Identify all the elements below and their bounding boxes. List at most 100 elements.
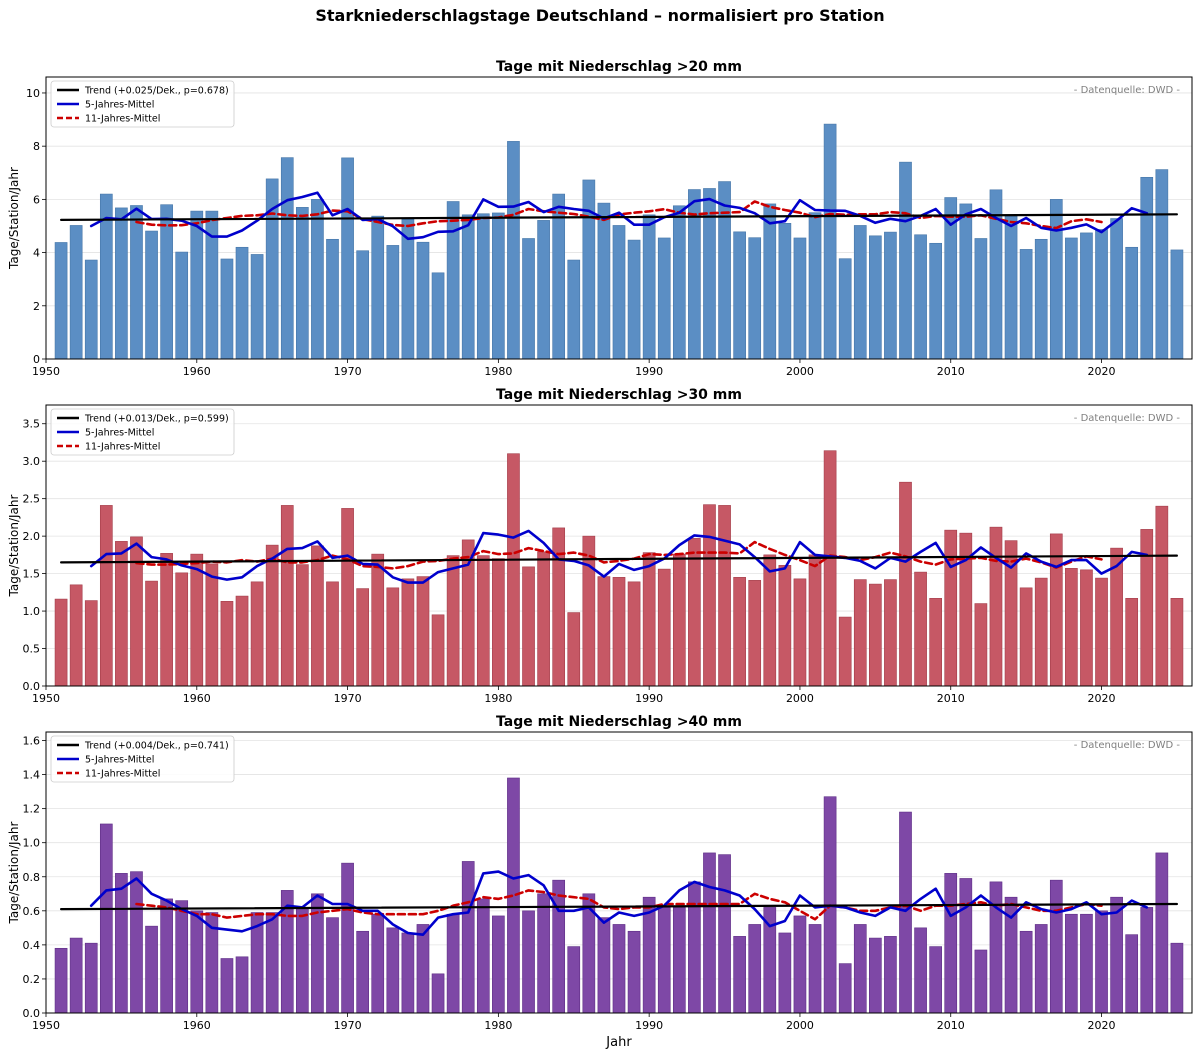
bar-1996 bbox=[733, 936, 746, 1014]
bar-1968 bbox=[311, 545, 324, 687]
bar-1977 bbox=[446, 201, 460, 360]
x-tick-label: 1970 bbox=[334, 1019, 362, 1032]
bar-1980 bbox=[492, 915, 505, 1014]
x-tick-label: 1990 bbox=[635, 1019, 663, 1032]
bar-1980 bbox=[492, 212, 505, 360]
bar-1953 bbox=[84, 600, 98, 687]
x-tick-label: 2020 bbox=[1088, 1019, 1116, 1032]
trend-line bbox=[59, 902, 1179, 911]
bar-1988 bbox=[612, 225, 626, 360]
bar-1978 bbox=[461, 861, 475, 1014]
bar-1955 bbox=[115, 207, 128, 360]
bar-2017 bbox=[1049, 879, 1063, 1014]
bar-1952 bbox=[69, 225, 83, 360]
bar-1995 bbox=[718, 505, 731, 687]
bar-2001 bbox=[808, 212, 822, 360]
panel-title: Tage mit Niederschlag >40 mm bbox=[496, 714, 742, 730]
x-tick-label: 1980 bbox=[484, 692, 512, 705]
bar-1997 bbox=[748, 237, 762, 360]
bar-1993 bbox=[688, 881, 701, 1014]
bar-1956 bbox=[130, 536, 143, 687]
bar-1987 bbox=[597, 202, 611, 360]
bar-1970 bbox=[341, 862, 354, 1014]
bar-1990 bbox=[642, 552, 656, 687]
bar-1992 bbox=[672, 205, 686, 360]
x-tick-label: 1980 bbox=[484, 1019, 512, 1032]
bar-1960 bbox=[190, 553, 204, 687]
bar-2015 bbox=[1019, 249, 1033, 360]
bar-2002 bbox=[823, 450, 837, 687]
bar-1998 bbox=[763, 203, 777, 360]
ma11-line bbox=[135, 540, 1103, 570]
bar-1996 bbox=[733, 231, 746, 360]
x-tick-label: 1950 bbox=[32, 365, 60, 378]
bar-2010 bbox=[944, 873, 958, 1014]
bar-1966 bbox=[280, 505, 294, 687]
bar-2004 bbox=[853, 579, 867, 687]
bar-1961 bbox=[205, 563, 219, 687]
bar-1974 bbox=[401, 219, 415, 360]
bar-1976 bbox=[431, 973, 445, 1014]
bar-1958 bbox=[160, 204, 173, 360]
bar-1959 bbox=[175, 900, 189, 1014]
y-axis-label: Tage/Station/Jahr bbox=[7, 167, 21, 270]
bar-2005 bbox=[869, 583, 882, 687]
bar-2012 bbox=[974, 949, 988, 1014]
bar-1959 bbox=[175, 251, 189, 360]
bar-2022 bbox=[1125, 934, 1139, 1014]
trend-line bbox=[59, 554, 1179, 564]
bar-2013 bbox=[989, 526, 1003, 687]
bar-1969 bbox=[326, 917, 339, 1014]
y-tick-label: 2.5 bbox=[23, 493, 41, 506]
ma5-line bbox=[89, 870, 1149, 937]
bar-1989 bbox=[627, 930, 641, 1014]
bar-1972 bbox=[371, 215, 385, 360]
legend-label: 5-Jahres-Mittel bbox=[85, 755, 154, 766]
bar-2015 bbox=[1019, 930, 1033, 1014]
bar-2000 bbox=[793, 237, 807, 360]
y-tick-label: 8 bbox=[33, 140, 40, 153]
legend-label: 5-Jahres-Mittel bbox=[85, 428, 154, 439]
bar-1992 bbox=[672, 553, 686, 687]
bar-2009 bbox=[929, 598, 942, 687]
bar-2018 bbox=[1065, 568, 1078, 687]
bar-1983 bbox=[537, 220, 550, 360]
bar-1965 bbox=[265, 912, 279, 1014]
bar-2024 bbox=[1155, 852, 1169, 1014]
bar-1971 bbox=[356, 930, 369, 1014]
bar-2008 bbox=[914, 571, 927, 687]
bar-1967 bbox=[296, 207, 309, 360]
bar-2007 bbox=[899, 811, 912, 1014]
bar-1951 bbox=[54, 947, 68, 1014]
bar-2006 bbox=[884, 231, 897, 360]
bar-1981 bbox=[507, 141, 520, 360]
bar-1977 bbox=[446, 555, 460, 687]
bar-1969 bbox=[326, 581, 339, 687]
bar-1984 bbox=[552, 527, 566, 687]
legend-label: Trend (+0.004/Dek., p=0.741) bbox=[84, 741, 229, 752]
source-note: - Datenquelle: DWD - bbox=[1074, 85, 1181, 96]
bar-1976 bbox=[431, 614, 445, 687]
y-tick-label: 0.0 bbox=[23, 1007, 41, 1020]
bar-1972 bbox=[371, 913, 385, 1014]
y-tick-label: 6 bbox=[33, 193, 40, 206]
bar-1953 bbox=[84, 259, 98, 360]
bar-2010 bbox=[944, 529, 958, 687]
bar-2007 bbox=[899, 481, 912, 687]
bar-1960 bbox=[190, 910, 204, 1014]
bar-1964 bbox=[250, 254, 264, 360]
bar-1975 bbox=[416, 241, 430, 360]
chart-panel-2: Tage mit Niederschlag >30 mm 0.0 0.5 1.0 1.5… bbox=[7, 387, 1193, 705]
bar-1988 bbox=[612, 924, 626, 1014]
bar-2020 bbox=[1095, 229, 1108, 360]
bar-2018 bbox=[1065, 913, 1078, 1014]
trend-line bbox=[59, 213, 1179, 221]
bar-1954 bbox=[99, 823, 113, 1014]
bar-2021 bbox=[1110, 896, 1123, 1014]
x-axis-label: Jahr bbox=[605, 1035, 632, 1050]
x-tick-label: 1950 bbox=[32, 692, 60, 705]
bar-1956 bbox=[130, 871, 143, 1014]
bar-2001 bbox=[808, 924, 822, 1014]
y-tick-label: 10 bbox=[26, 87, 40, 100]
bar-1952 bbox=[69, 584, 83, 687]
